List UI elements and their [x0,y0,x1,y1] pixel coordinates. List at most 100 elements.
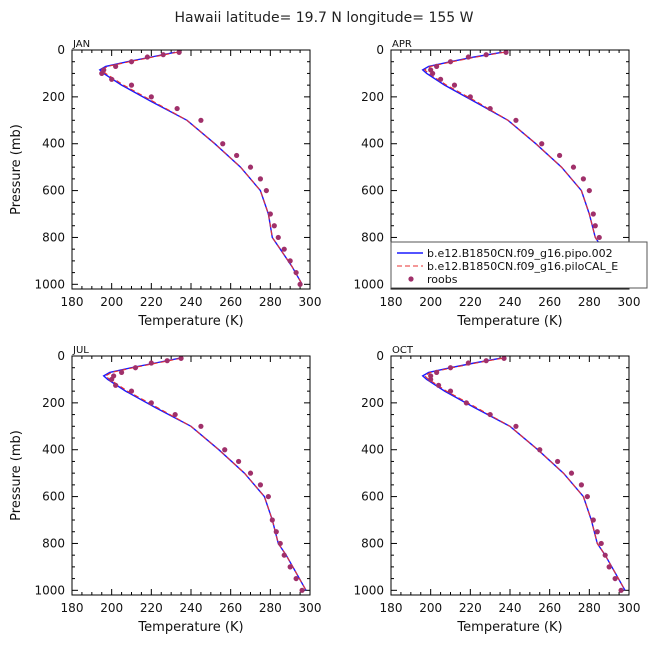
x-tick-label: 240 [180,295,203,309]
panel-label: JUL [72,345,89,356]
x-tick-label: 180 [61,295,84,309]
roobs-point [148,94,154,100]
roobs-point [570,164,577,170]
roobs-point [465,54,471,60]
roobs-point [487,105,493,112]
x-axis-label: Temperature (K) [137,314,243,329]
roobs-point [594,529,600,535]
roobs-point [265,493,271,500]
x-tick-label: 300 [618,295,641,309]
y-tick-label: 0 [57,43,65,57]
x-tick-label: 280 [578,295,601,309]
roobs-point [434,369,440,376]
roobs-point [436,382,442,388]
roobs-point [513,423,519,429]
roobs-point [172,411,178,418]
panel-oct: 180 200 220 240 260 280 300 0 200 400 600 800 1000 Te… [353,345,640,635]
roobs-point [447,59,454,65]
y-tick-label: 0 [376,43,384,57]
roobs-point [451,82,458,88]
x-tick-label: 200 [419,601,442,615]
roobs-point [148,400,154,406]
y-tick-label: 800 [361,230,384,244]
roobs-point [503,50,509,55]
roobs-point [584,493,590,500]
legend-box [390,241,648,289]
legend-label: b.e12.B1850CN.f09_g16.pipo.002 [427,247,613,260]
roobs-point [220,141,226,147]
roobs-point [465,360,471,366]
x-tick-label: 220 [140,601,163,615]
roobs-point [176,50,182,55]
roobs-point [287,258,293,264]
roobs-point [434,63,440,70]
panel-apr: 180 200 220 240 260 280 300 0 200 400 600 800 1000 Te… [353,39,648,329]
roobs-point [148,360,154,366]
roobs-point [109,76,115,82]
x-tick-label: 260 [219,295,242,309]
roobs-point [539,141,545,147]
panel-jul: 180 200 220 240 260 280 300 0 200 400 600 800 1000 Te… [9,345,321,635]
roobs-point [269,517,275,523]
roobs-point [287,564,293,570]
roobs-point [236,458,242,465]
x-tick-label: 260 [219,601,242,615]
roobs-point [263,187,269,194]
roobs-point [586,187,592,194]
y-tick-label: 600 [361,184,384,198]
roobs-point [437,76,444,82]
y-tick-label: 600 [42,184,65,198]
x-tick-label: 300 [618,601,641,615]
x-tick-label: 220 [459,295,482,309]
roobs-point [618,587,624,593]
roobs-point [612,575,618,582]
y-axis-label: Pressure (mb) [9,430,24,521]
x-tick-label: 180 [61,601,84,615]
x-tick-label: 200 [100,601,123,615]
y-tick-label: 600 [42,490,65,504]
x-tick-label: 260 [538,601,561,615]
y-tick-label: 400 [361,137,384,151]
panel-label: JAN [72,39,90,50]
roobs-point [513,117,519,123]
roobs-point [271,223,277,229]
panel-label: APR [392,39,412,50]
roobs-point [293,269,299,276]
roobs-point [590,211,596,217]
roobs-point [463,400,469,406]
x-tick-label: 280 [578,601,601,615]
roobs-point [467,94,473,100]
axis-ticks [390,355,630,595]
series-group [102,356,307,593]
roobs-point [578,482,585,488]
x-tick-label: 240 [499,295,522,309]
y-tick-label: 600 [361,490,384,504]
roobs-point [606,564,612,570]
roobs-point [178,356,184,361]
panels: 180 200 220 240 260 280 300 0 200 400 600 800 1000 Te… [9,39,648,635]
roobs-point [580,176,586,182]
roobs-point [598,540,604,547]
series-line-piloCAL [100,51,303,285]
y-tick-label: 0 [376,349,384,363]
x-tick-label: 220 [140,295,163,309]
y-tick-label: 200 [361,396,384,410]
roobs-point [556,152,563,159]
roobs-point [501,356,507,361]
x-tick-label: 240 [499,601,522,615]
roobs-point [447,365,454,371]
roobs-point [428,376,434,383]
y-tick-label: 800 [42,230,65,244]
x-tick-label: 200 [419,295,442,309]
y-tick-label: 200 [361,90,384,104]
roobs-point [257,482,264,488]
series-line-piloCAL [104,357,307,591]
roobs-point [487,411,493,418]
roobs-point [483,358,489,364]
series-line-pipo [421,357,626,591]
x-tick-label: 280 [259,295,282,309]
y-tick-label: 1000 [353,583,384,597]
panel-label: OCT [392,345,414,356]
roobs-point [247,470,254,476]
